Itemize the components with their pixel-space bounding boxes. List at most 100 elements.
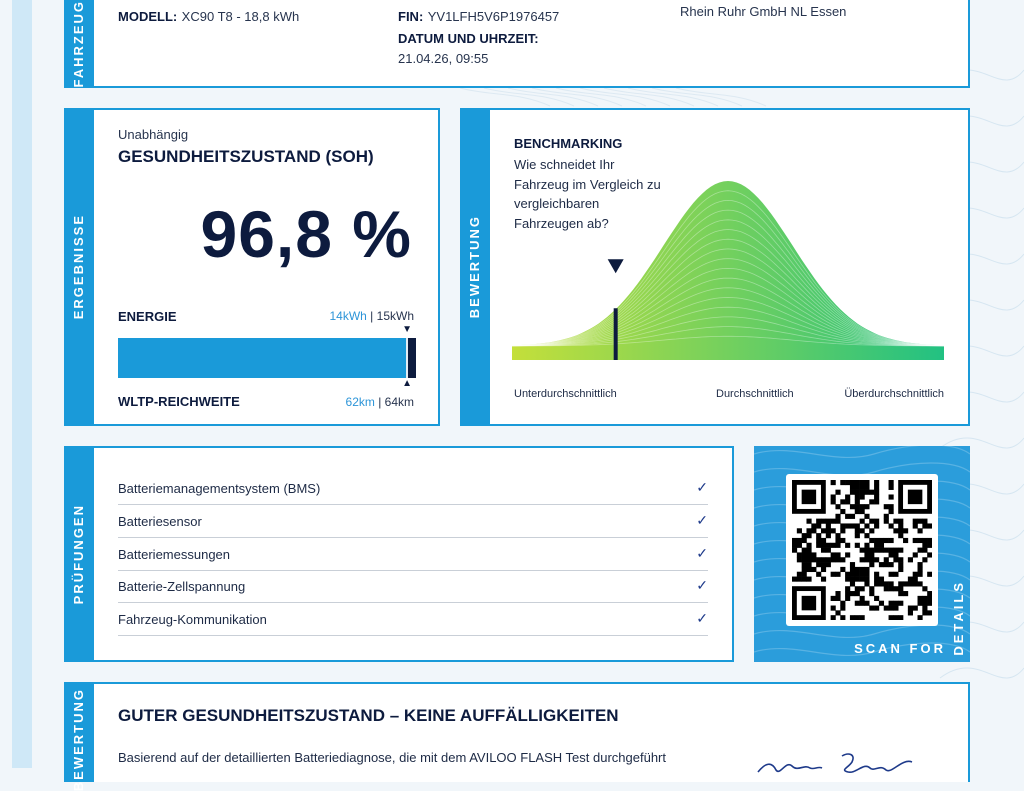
qr-module: [854, 494, 860, 500]
qr-module: [820, 566, 827, 573]
qr-module: [845, 571, 851, 577]
results-tab: ERGEBNISSE: [64, 108, 92, 426]
qr-module: [859, 518, 865, 524]
qr-module: [801, 537, 807, 544]
energy-label: ENERGIE: [118, 309, 177, 324]
qr-module: [845, 494, 851, 500]
qr-module: [796, 571, 802, 577]
qr-module: [845, 586, 851, 592]
bell-contour-line: [512, 229, 945, 346]
bg-wave-line: [555, 87, 647, 107]
axis-low-label: Unterdurchschnittlich: [514, 388, 617, 400]
qr-code-frame: [786, 474, 938, 626]
benchmark-bell-chart: [512, 181, 945, 360]
qr-module: [849, 523, 856, 529]
qr-module: [912, 537, 918, 544]
qr-module: [869, 547, 875, 553]
qr-module: [825, 528, 831, 534]
qr-module: [840, 557, 846, 563]
qr-module: [874, 595, 880, 601]
bell-contour-line: [512, 277, 944, 347]
energy-separator: |: [366, 309, 377, 323]
qr-module: [883, 518, 889, 524]
check-item: Batteriemanagementsystem (BMS) ✓: [118, 472, 708, 505]
qr-module: [898, 518, 904, 524]
qr-module: [835, 489, 841, 495]
qr-module: [859, 504, 865, 510]
benchmark-panel: BENCHMARKING Wie schneidet Ihr Fahrzeug …: [488, 108, 970, 426]
qr-module: [878, 576, 885, 582]
dealer-value: Rhein Ruhr GmbH NL Essen: [680, 4, 847, 19]
qr-module: [917, 518, 923, 524]
qr-module: [888, 615, 894, 620]
qr-module: [792, 547, 798, 553]
qr-module: [859, 557, 865, 563]
qr-module: [893, 528, 899, 534]
qr-module: [888, 600, 894, 606]
qr-module: [806, 566, 812, 573]
qr-module: [888, 581, 894, 587]
qr-module: [801, 533, 807, 539]
qr-module: [864, 566, 870, 573]
qr-module: [883, 547, 889, 553]
qr-module: [849, 480, 856, 486]
qr-module: [883, 513, 889, 519]
range-marker-icon: ▲: [402, 378, 412, 389]
bell-contour-line: [512, 258, 945, 347]
qr-module: [912, 605, 918, 611]
qr-module: [878, 562, 885, 568]
qr-module: [854, 615, 860, 620]
qr-module: [917, 566, 923, 573]
qr-module: [864, 552, 870, 558]
qr-module: [830, 595, 836, 601]
qr-module: [888, 484, 894, 490]
qr-module: [898, 566, 904, 573]
qr-module: [801, 566, 807, 573]
qr-module: [796, 542, 802, 548]
qr-module: [864, 542, 870, 548]
benchmark-question-line: Fahrzeugen ab?: [514, 215, 609, 231]
qr-module: [830, 571, 836, 577]
qr-module: [893, 586, 899, 592]
bell-contour-line: [512, 316, 944, 347]
qr-module: [874, 523, 880, 529]
qr-module: [811, 557, 817, 563]
qr-module: [917, 615, 923, 620]
qr-module: [825, 523, 831, 529]
qr-card[interactable]: SCAN FOR DETAILS: [754, 446, 970, 662]
qr-module: [816, 533, 822, 539]
qr-module: [854, 586, 860, 592]
qr-module: [917, 571, 923, 577]
qr-module: [869, 528, 875, 534]
qr-module: [869, 552, 875, 558]
qr-module: [859, 595, 865, 601]
qr-module: [796, 528, 802, 534]
qr-module: [830, 499, 836, 505]
qr-module: [917, 581, 923, 587]
range-separator: |: [374, 395, 385, 409]
qr-module: [811, 552, 817, 558]
qr-module: [820, 518, 827, 524]
qr-module: [898, 557, 904, 563]
qr-module: [927, 595, 932, 601]
qr-module: [912, 581, 918, 587]
qr-module: [888, 562, 894, 568]
bg-wave-line: [939, 667, 1024, 679]
soh-bar-fill: [118, 338, 407, 378]
qr-module: [830, 480, 836, 486]
qr-module: [917, 600, 923, 606]
qr-module: [917, 528, 923, 534]
qr-module: [811, 528, 817, 534]
range-label: WLTP-REICHWEITE: [118, 394, 240, 409]
qr-module: [806, 533, 812, 539]
model-row: MODELL: XC90 T8 - 18,8 kWh: [118, 8, 299, 26]
qr-module: [854, 480, 860, 486]
left-decor-strip: [12, 0, 32, 768]
qr-module: [927, 600, 932, 606]
soh-subtitle: Unabhängig: [118, 127, 189, 142]
qr-module: [864, 489, 870, 495]
qr-module: [874, 547, 880, 553]
qr-module: [845, 591, 851, 597]
qr-module: [907, 605, 913, 611]
qr-module: [874, 499, 880, 505]
